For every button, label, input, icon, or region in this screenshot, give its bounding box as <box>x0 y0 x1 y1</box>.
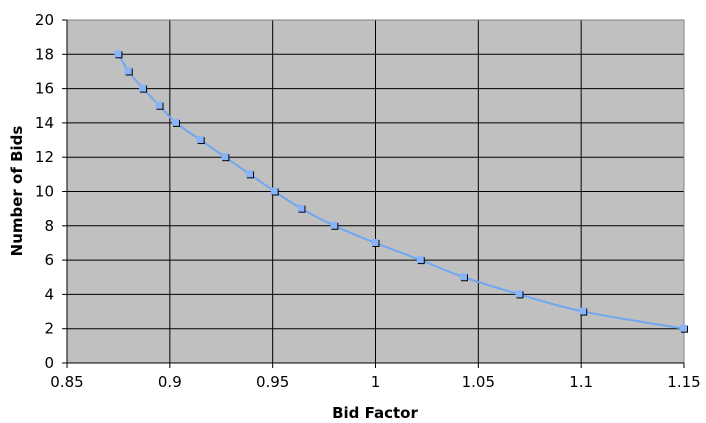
data-point <box>416 256 425 265</box>
y-tick-label: 0 <box>44 354 54 372</box>
y-tick-label: 4 <box>44 285 54 303</box>
axes <box>62 19 685 368</box>
marker <box>221 153 229 161</box>
y-tick-label: 18 <box>35 45 54 63</box>
x-tick-label: 1.1 <box>569 373 593 391</box>
x-tick-label: 1.15 <box>667 373 700 391</box>
data-point <box>270 187 279 196</box>
marker <box>155 101 163 109</box>
marker <box>246 170 254 178</box>
y-tick-label: 6 <box>44 251 54 269</box>
data-point <box>172 118 181 127</box>
data-point <box>196 136 205 145</box>
marker <box>114 50 122 58</box>
y-axis-title: Number of Bids <box>8 126 26 257</box>
marker <box>196 136 204 144</box>
y-tick-labels: 0 2 4 6 8 10 12 14 16 18 20 <box>35 11 54 372</box>
marker <box>270 187 278 195</box>
marker <box>371 238 379 246</box>
x-tick-labels: 0.85 0.9 0.95 1 1.05 1.1 1.15 <box>50 373 700 391</box>
marker <box>124 67 132 75</box>
data-point <box>221 153 230 162</box>
marker <box>172 118 180 126</box>
marker <box>680 324 687 332</box>
data-point <box>371 238 380 247</box>
data-point <box>680 324 688 333</box>
data-points <box>114 50 688 333</box>
data-point <box>124 67 133 76</box>
y-tick-label: 10 <box>35 183 54 201</box>
y-tick-label: 20 <box>35 11 54 29</box>
data-point <box>515 290 524 299</box>
data-point <box>246 170 255 179</box>
data-point <box>114 50 123 59</box>
marker <box>579 307 587 315</box>
x-tick-label: 1.05 <box>462 373 495 391</box>
x-tick-label: 1 <box>371 373 381 391</box>
marker <box>515 290 523 298</box>
data-point <box>139 84 148 93</box>
y-tick-label: 12 <box>35 148 54 166</box>
x-tick-label: 0.85 <box>50 373 83 391</box>
marker <box>330 221 338 229</box>
data-point <box>155 101 164 110</box>
x-tick-label: 0.9 <box>158 373 182 391</box>
y-tick-label: 2 <box>44 320 54 338</box>
data-point <box>459 273 468 282</box>
x-tick-label: 0.95 <box>256 373 289 391</box>
data-point <box>579 307 588 316</box>
marker <box>416 256 424 264</box>
y-tick-label: 14 <box>35 114 54 132</box>
marker <box>459 273 467 281</box>
data-point <box>297 204 306 213</box>
data-point <box>330 221 339 230</box>
marker <box>139 84 147 92</box>
y-tick-label: 8 <box>44 217 54 235</box>
x-axis-title: Bid Factor <box>332 404 418 422</box>
marker <box>297 204 305 212</box>
y-tick-label: 16 <box>35 80 54 98</box>
